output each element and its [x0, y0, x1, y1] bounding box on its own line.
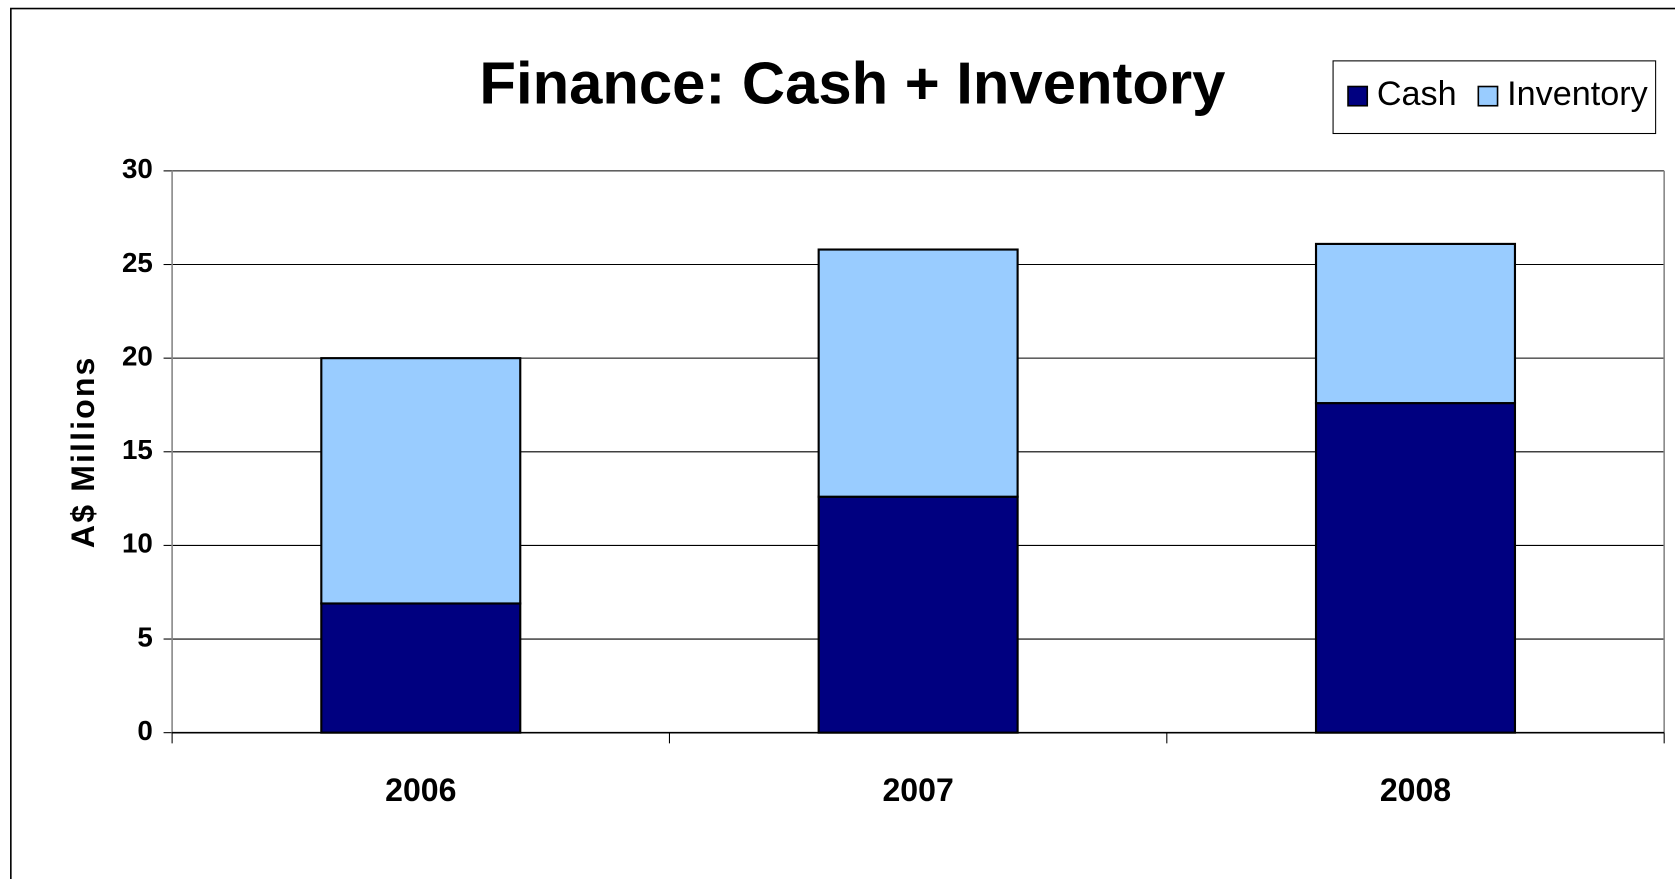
- y-tick-label: 10: [122, 528, 153, 559]
- x-tick-label: 2008: [1380, 772, 1451, 808]
- y-tick-label: 20: [122, 340, 153, 371]
- legend-label: Inventory: [1507, 75, 1648, 113]
- chart-title: Finance: Cash + Inventory: [479, 49, 1225, 116]
- x-tick-label: 2007: [883, 772, 954, 808]
- y-tick-label: 30: [122, 153, 153, 184]
- bar-segment: [1314, 402, 1517, 734]
- y-tick-label: 25: [122, 247, 153, 278]
- x-tick-label: 2006: [385, 772, 456, 808]
- bar-segment: [320, 602, 522, 734]
- bar-segment: [817, 495, 1019, 734]
- legend-swatch: [1477, 85, 1499, 107]
- bar-segment: [817, 248, 1019, 498]
- bar-segment: [1314, 242, 1517, 405]
- y-tick-label: 15: [122, 434, 153, 465]
- y-tick-label: 5: [137, 621, 152, 652]
- legend-label: Cash: [1377, 75, 1457, 113]
- y-axis-label: A$ Millions: [65, 355, 101, 548]
- legend-swatch: [1347, 85, 1369, 107]
- y-tick-label: 0: [137, 715, 152, 746]
- bar-segment: [320, 357, 522, 605]
